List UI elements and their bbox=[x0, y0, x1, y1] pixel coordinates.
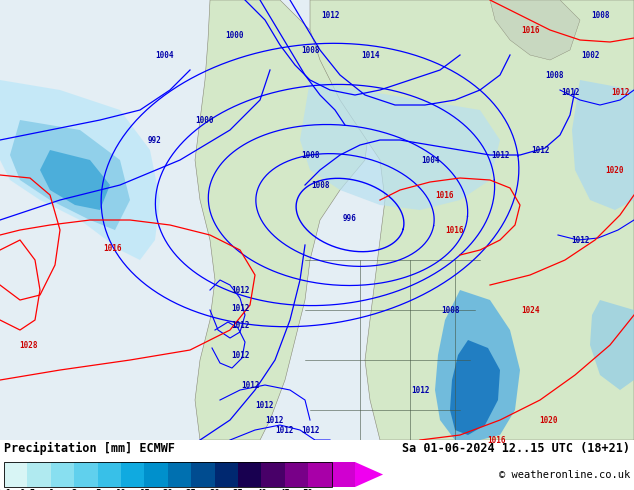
Bar bbox=[98, 462, 121, 487]
Text: 1008: 1008 bbox=[301, 150, 320, 160]
Text: 0.5: 0.5 bbox=[20, 489, 36, 490]
Text: 1016: 1016 bbox=[521, 25, 540, 34]
Bar bbox=[27, 462, 51, 487]
Text: 1012: 1012 bbox=[256, 400, 275, 410]
Text: 1020: 1020 bbox=[539, 416, 557, 424]
Text: 1012: 1012 bbox=[611, 88, 630, 97]
Polygon shape bbox=[490, 0, 580, 60]
Polygon shape bbox=[572, 80, 634, 210]
Text: 30: 30 bbox=[209, 489, 220, 490]
Text: 1012: 1012 bbox=[571, 236, 589, 245]
Bar bbox=[308, 462, 332, 487]
Text: 1008: 1008 bbox=[591, 10, 609, 20]
Text: 992: 992 bbox=[148, 136, 162, 145]
Text: 35: 35 bbox=[233, 489, 243, 490]
Text: 1012: 1012 bbox=[266, 416, 284, 424]
Polygon shape bbox=[590, 300, 634, 390]
Bar bbox=[261, 462, 285, 487]
Text: 1008: 1008 bbox=[311, 180, 329, 190]
Text: 10: 10 bbox=[115, 489, 126, 490]
Text: 1012: 1012 bbox=[231, 303, 249, 313]
Text: 1012: 1012 bbox=[531, 146, 549, 154]
Polygon shape bbox=[300, 80, 500, 210]
Text: 25: 25 bbox=[186, 489, 197, 490]
Text: 1016: 1016 bbox=[446, 225, 464, 235]
Text: 1012: 1012 bbox=[411, 386, 429, 394]
Bar bbox=[332, 462, 355, 487]
Text: 40: 40 bbox=[256, 489, 267, 490]
Text: 1012: 1012 bbox=[276, 425, 294, 435]
Text: 1020: 1020 bbox=[605, 166, 624, 174]
Text: 15: 15 bbox=[139, 489, 150, 490]
Bar bbox=[121, 462, 145, 487]
Text: 1012: 1012 bbox=[231, 320, 249, 329]
Bar bbox=[191, 462, 214, 487]
Text: 1016: 1016 bbox=[104, 244, 122, 252]
Polygon shape bbox=[195, 0, 370, 440]
Text: 1016: 1016 bbox=[488, 436, 507, 444]
Text: 1028: 1028 bbox=[19, 341, 37, 349]
Bar bbox=[214, 462, 238, 487]
Text: 1004: 1004 bbox=[156, 50, 174, 59]
Text: 1012: 1012 bbox=[231, 350, 249, 360]
Text: 1000: 1000 bbox=[226, 30, 244, 40]
Polygon shape bbox=[355, 462, 383, 487]
Text: 0.1: 0.1 bbox=[0, 489, 12, 490]
Text: 1008: 1008 bbox=[441, 305, 459, 315]
Text: 1012: 1012 bbox=[560, 88, 579, 97]
Bar bbox=[285, 462, 308, 487]
Bar bbox=[51, 462, 74, 487]
Polygon shape bbox=[435, 290, 520, 440]
Text: 1012: 1012 bbox=[491, 150, 509, 160]
Text: 1014: 1014 bbox=[361, 50, 379, 59]
Text: © weatheronline.co.uk: © weatheronline.co.uk bbox=[499, 470, 630, 480]
Bar bbox=[4, 462, 27, 487]
Text: 5: 5 bbox=[95, 489, 100, 490]
Text: 1002: 1002 bbox=[581, 50, 599, 59]
Text: 50: 50 bbox=[303, 489, 314, 490]
Text: 45: 45 bbox=[280, 489, 290, 490]
Text: 1012: 1012 bbox=[231, 286, 249, 294]
Text: 1008: 1008 bbox=[546, 71, 564, 79]
Polygon shape bbox=[40, 150, 110, 210]
Text: 2: 2 bbox=[72, 489, 77, 490]
Text: Precipitation [mm] ECMWF: Precipitation [mm] ECMWF bbox=[4, 442, 175, 455]
Polygon shape bbox=[0, 80, 160, 260]
Text: 1004: 1004 bbox=[421, 155, 439, 165]
Polygon shape bbox=[450, 340, 500, 435]
Bar bbox=[238, 462, 261, 487]
Text: 1012: 1012 bbox=[301, 425, 320, 435]
Bar bbox=[168, 462, 191, 487]
Text: 1012: 1012 bbox=[241, 381, 259, 390]
Bar bbox=[4, 462, 332, 487]
Text: 1024: 1024 bbox=[521, 305, 540, 315]
Polygon shape bbox=[10, 120, 130, 230]
Text: 1: 1 bbox=[48, 489, 53, 490]
Polygon shape bbox=[310, 0, 634, 440]
Text: 1016: 1016 bbox=[436, 191, 454, 199]
Text: Sa 01-06-2024 12..15 UTC (18+21): Sa 01-06-2024 12..15 UTC (18+21) bbox=[402, 442, 630, 455]
Text: 20: 20 bbox=[162, 489, 173, 490]
Bar bbox=[145, 462, 168, 487]
Text: 1000: 1000 bbox=[196, 116, 214, 124]
Bar bbox=[74, 462, 98, 487]
Text: 1012: 1012 bbox=[321, 10, 339, 20]
Text: 996: 996 bbox=[343, 214, 357, 222]
Text: 1008: 1008 bbox=[301, 46, 320, 54]
